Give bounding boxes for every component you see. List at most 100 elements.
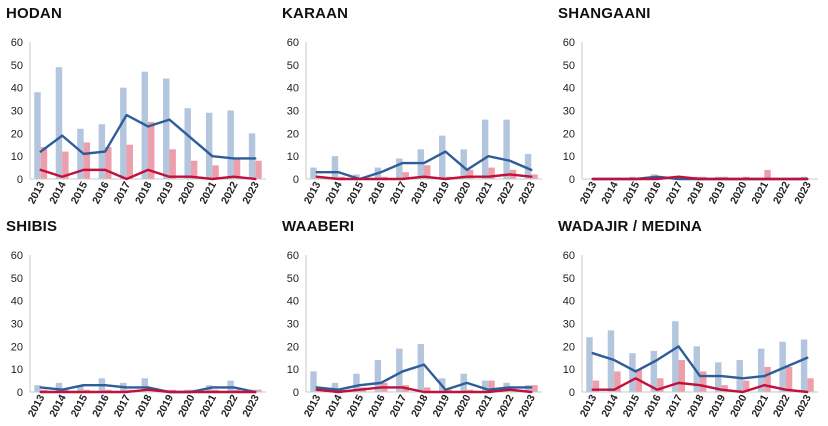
bar bbox=[163, 78, 170, 179]
bar bbox=[592, 380, 600, 392]
bar bbox=[700, 371, 707, 392]
chart-svg: 0 10 20 30 40 50 60 2013 2014 2015 2016 2017 2018 201… bbox=[11, 250, 266, 419]
bar bbox=[466, 169, 474, 179]
bar bbox=[807, 378, 814, 392]
bar bbox=[460, 149, 467, 179]
chart-svg: 0 10 20 30 40 50 60 2013 2014 2015 2016 2017 2018 201… bbox=[287, 37, 542, 206]
bar bbox=[503, 119, 510, 179]
x-tick-label: 2021 bbox=[197, 180, 219, 206]
y-tick-label: 40 bbox=[11, 83, 23, 95]
bar bbox=[779, 341, 786, 392]
series-line bbox=[315, 386, 533, 394]
chart-svg: 0 10 20 30 40 50 60 2013 2014 2015 2016 2017 2018 201… bbox=[287, 250, 542, 419]
x-tick-label: 2019 bbox=[431, 393, 453, 419]
y-tick-label: 40 bbox=[287, 83, 299, 95]
bar bbox=[55, 67, 63, 179]
y-tick-label: 0 bbox=[293, 387, 299, 399]
bar bbox=[190, 160, 198, 179]
y-tick-label: 0 bbox=[293, 174, 299, 186]
x-tick-label: 2023 bbox=[240, 180, 262, 206]
bar bbox=[396, 348, 403, 392]
chart-panel: WADAJIR / MEDINA 0 10 20 30 40 50 60 2013 2014 201… bbox=[552, 213, 828, 426]
x-tick-label: 2018 bbox=[133, 393, 155, 419]
bar bbox=[629, 353, 636, 392]
bar bbox=[331, 156, 339, 179]
bar bbox=[34, 92, 41, 179]
y-tick-label: 0 bbox=[17, 387, 23, 399]
bar bbox=[785, 366, 793, 392]
bar bbox=[524, 153, 532, 179]
bar bbox=[310, 371, 317, 392]
y-tick-label: 50 bbox=[563, 60, 575, 72]
x-tick-label: 2023 bbox=[516, 180, 538, 206]
bar bbox=[62, 151, 69, 179]
chart-panel: KARAAN 0 10 20 30 40 50 60 2013 2014 2015 2016 2017 2… bbox=[276, 0, 552, 213]
y-tick-label: 20 bbox=[563, 128, 575, 140]
y-tick-label: 20 bbox=[563, 341, 575, 353]
x-tick-label: 2014 bbox=[599, 393, 621, 419]
series-line bbox=[39, 113, 257, 160]
series-line bbox=[315, 363, 533, 391]
y-tick-label: 10 bbox=[11, 151, 23, 163]
y-tick-label: 30 bbox=[287, 319, 299, 331]
x-tick-label: 2014 bbox=[323, 393, 345, 419]
x-tick-label: 2019 bbox=[431, 180, 453, 206]
chart-title: WADAJIR / MEDINA bbox=[558, 218, 703, 235]
bar bbox=[77, 128, 84, 179]
bar bbox=[310, 167, 317, 179]
x-tick-label: 2016 bbox=[366, 180, 388, 206]
bar bbox=[800, 339, 808, 392]
y-tick-label: 40 bbox=[287, 296, 299, 308]
bar bbox=[126, 144, 133, 179]
bar bbox=[233, 158, 241, 179]
bar bbox=[34, 385, 41, 392]
bar bbox=[586, 337, 593, 392]
bar bbox=[374, 360, 382, 392]
x-tick-label: 2020 bbox=[176, 180, 198, 206]
series-line bbox=[39, 168, 257, 181]
x-tick-label: 2013 bbox=[26, 180, 48, 206]
y-tick-label: 20 bbox=[11, 128, 23, 140]
bar bbox=[481, 119, 489, 179]
y-tick-label: 10 bbox=[563, 364, 575, 376]
y-tick-label: 50 bbox=[287, 60, 299, 72]
bar bbox=[488, 380, 495, 392]
chart-title: HODAN bbox=[6, 5, 62, 22]
x-tick-label: 2022 bbox=[219, 393, 241, 419]
x-tick-label: 2018 bbox=[409, 393, 431, 419]
series-line bbox=[591, 377, 809, 394]
series-line bbox=[39, 388, 257, 394]
x-tick-label: 2015 bbox=[345, 180, 367, 206]
x-tick-label: 2021 bbox=[473, 393, 495, 419]
bar bbox=[742, 380, 750, 392]
bar bbox=[83, 142, 91, 179]
x-tick-label: 2020 bbox=[728, 180, 750, 206]
y-tick-label: 40 bbox=[563, 83, 575, 95]
chart-panel: HODAN 0 10 20 30 40 50 60 2013 2014 2015 2016 2017 20… bbox=[0, 0, 276, 213]
bar bbox=[212, 165, 219, 179]
x-tick-label: 2017 bbox=[112, 180, 134, 206]
x-tick-label: 2021 bbox=[197, 393, 219, 419]
x-tick-label: 2017 bbox=[388, 393, 410, 419]
x-tick-label: 2018 bbox=[133, 180, 155, 206]
x-tick-label: 2019 bbox=[707, 180, 729, 206]
bar bbox=[255, 160, 262, 179]
y-tick-label: 10 bbox=[563, 151, 575, 163]
x-tick-label: 2015 bbox=[621, 180, 643, 206]
x-tick-label: 2014 bbox=[47, 180, 69, 206]
chart-panel: SHANGAANI 0 10 20 30 40 50 60 2013 2014 2015 2016 20… bbox=[552, 0, 828, 213]
x-tick-label: 2020 bbox=[176, 393, 198, 419]
y-tick-label: 60 bbox=[563, 37, 575, 49]
x-tick-label: 2018 bbox=[685, 393, 707, 419]
y-tick-label: 30 bbox=[11, 106, 23, 118]
bar bbox=[148, 121, 155, 179]
y-tick-label: 0 bbox=[569, 174, 575, 186]
y-tick-label: 60 bbox=[11, 37, 23, 49]
bar bbox=[531, 385, 538, 392]
bar bbox=[105, 147, 112, 179]
x-tick-label: 2016 bbox=[642, 180, 664, 206]
y-tick-label: 30 bbox=[287, 106, 299, 118]
x-tick-label: 2022 bbox=[771, 180, 793, 206]
y-tick-label: 10 bbox=[11, 364, 23, 376]
x-tick-label: 2020 bbox=[728, 393, 750, 419]
